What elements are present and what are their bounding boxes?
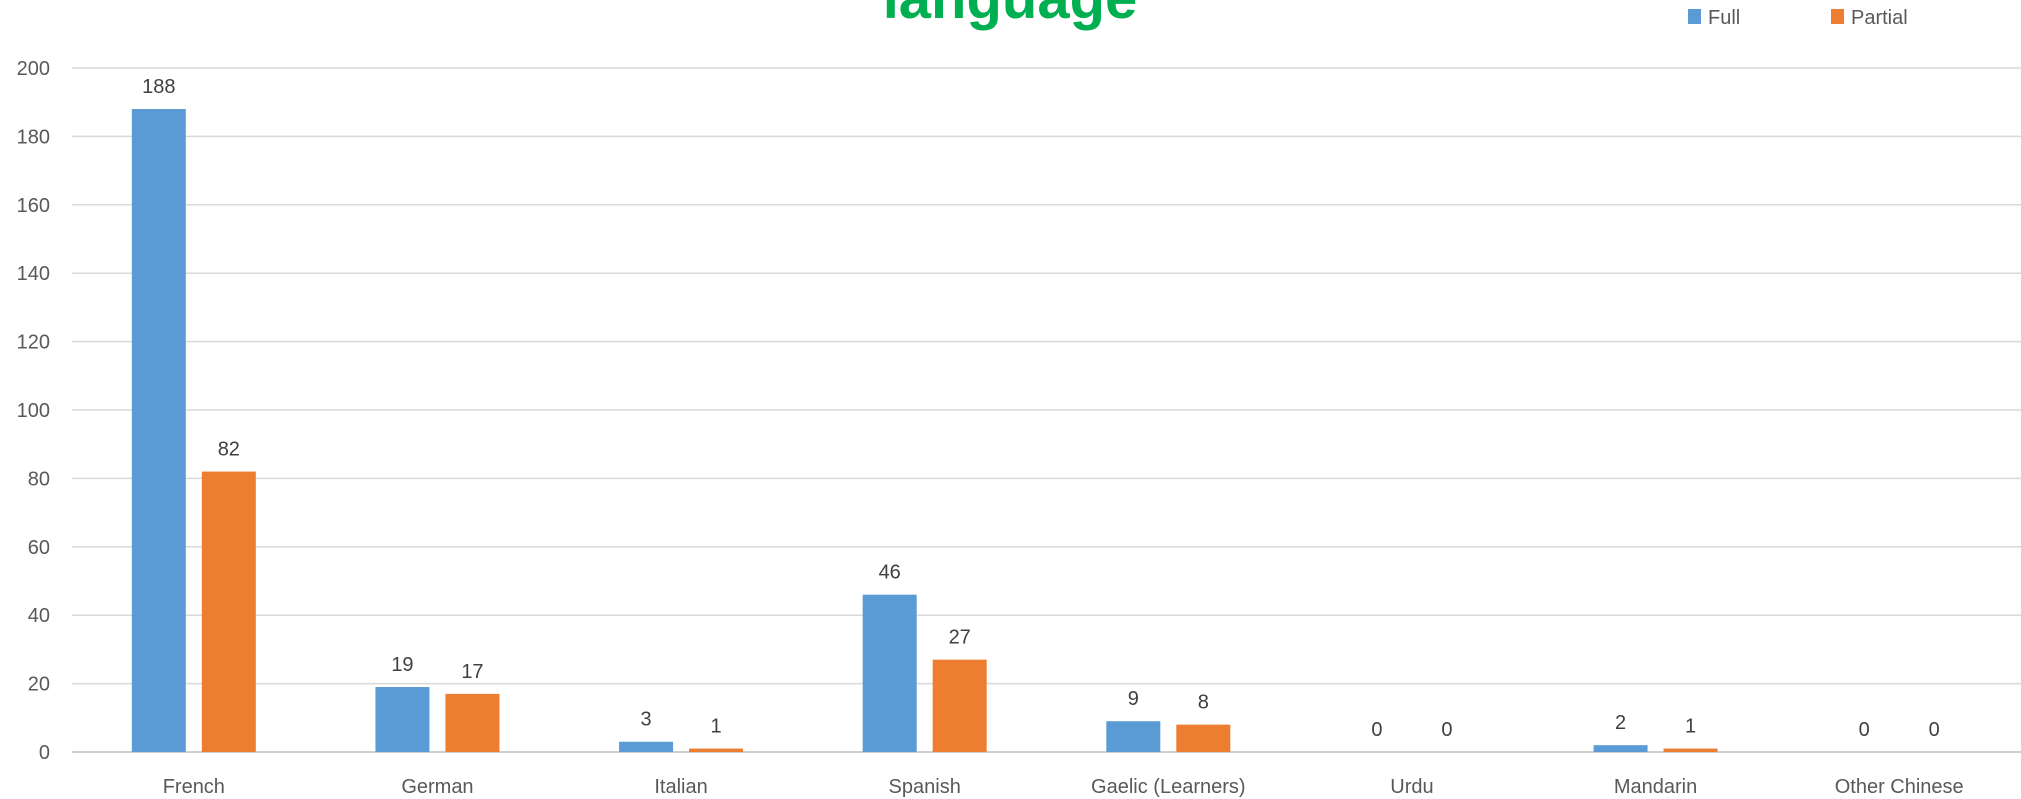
data-label: 188 [142, 76, 175, 98]
chart-title: language [883, 0, 1138, 31]
y-tick-label: 40 [28, 605, 50, 627]
legend-label-full: Full [1708, 7, 1740, 29]
data-label: 0 [1441, 719, 1452, 741]
legend-label-partial: Partial [1851, 7, 1908, 29]
bar-full [375, 687, 430, 752]
y-axis: 0 20 40 60 80 100 120 140 160 180 200 [17, 58, 50, 764]
gridlines [72, 67, 2021, 753]
bar-partial [445, 693, 500, 752]
x-category-label: Mandarin [1614, 776, 1697, 798]
y-tick-label: 0 [39, 742, 50, 764]
x-axis: French German Italian Spanish Gaelic (Learne… [163, 776, 1964, 798]
x-category-label: Gaelic (Learners) [1091, 776, 1246, 798]
bar-full [131, 109, 186, 753]
data-label: 3 [641, 709, 652, 731]
data-label: 1 [1685, 716, 1696, 738]
bar-full [1106, 721, 1161, 752]
bar-full [619, 741, 674, 752]
data-label: 0 [1929, 719, 1940, 741]
legend: Full Partial [1688, 7, 1908, 29]
data-labels: 188 82 19 17 3 1 46 27 9 8 0 0 2 1 0 0 [142, 76, 1940, 741]
y-tick-label: 60 [28, 537, 50, 559]
bar-partial [1663, 748, 1718, 752]
x-category-label: Italian [654, 776, 707, 798]
y-tick-label: 120 [17, 332, 50, 354]
bar-partial [932, 659, 987, 752]
data-label: 82 [218, 439, 240, 461]
y-tick-label: 100 [17, 400, 50, 422]
legend-swatch-partial [1831, 9, 1844, 24]
data-label: 1 [711, 716, 722, 738]
y-tick-label: 20 [28, 674, 50, 696]
bar-full [862, 594, 917, 752]
data-label: 2 [1615, 712, 1626, 734]
y-tick-label: 200 [17, 58, 50, 80]
bar-partial [1176, 724, 1231, 752]
data-label: 46 [879, 562, 901, 584]
x-category-label: German [401, 776, 473, 798]
data-label: 0 [1371, 719, 1382, 741]
data-label: 27 [949, 627, 971, 649]
bar-partial [689, 748, 744, 752]
y-tick-label: 80 [28, 468, 50, 490]
bars [131, 109, 1718, 753]
x-category-label: Urdu [1390, 776, 1433, 798]
legend-swatch-full [1688, 9, 1701, 24]
bar-full [1593, 745, 1648, 752]
data-label: 8 [1198, 692, 1209, 714]
data-label: 17 [461, 661, 483, 683]
y-tick-label: 140 [17, 263, 50, 285]
bar-partial [201, 471, 256, 752]
data-label: 0 [1859, 719, 1870, 741]
x-category-label: Other Chinese [1835, 776, 1964, 798]
x-category-label: French [163, 776, 225, 798]
y-tick-label: 160 [17, 195, 50, 217]
x-category-label: Spanish [889, 776, 961, 798]
data-label: 9 [1128, 688, 1139, 710]
data-label: 19 [391, 654, 413, 676]
y-tick-label: 180 [17, 126, 50, 148]
